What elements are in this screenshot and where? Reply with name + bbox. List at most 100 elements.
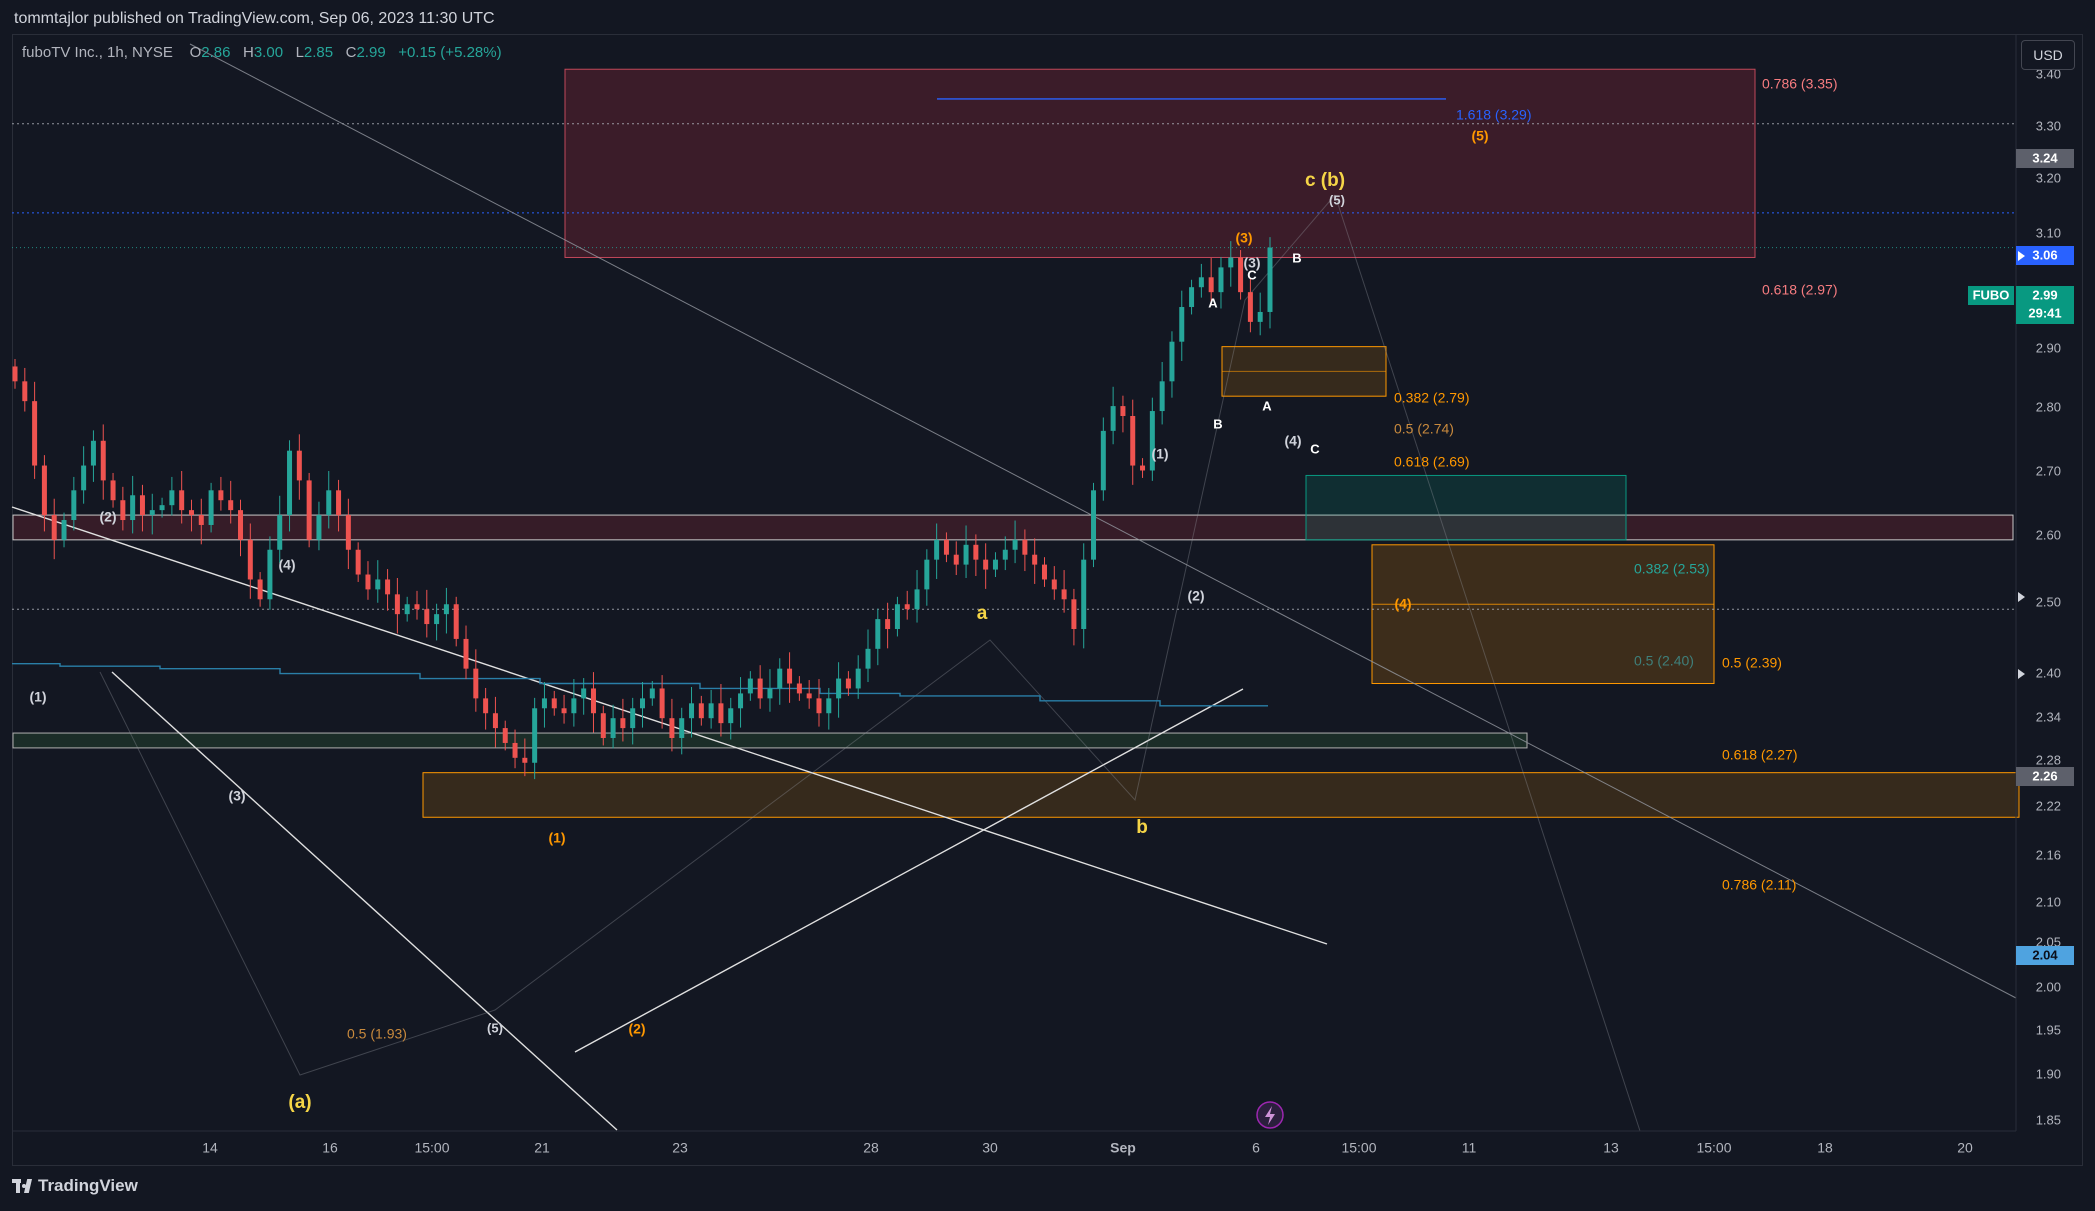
price-badge	[2016, 149, 2074, 168]
candle-body	[836, 678, 842, 699]
candle-body	[12, 366, 18, 382]
chart-header: tommtajlor published on TradingView.com,…	[0, 0, 2095, 34]
candle-body	[738, 693, 744, 709]
fib-label: 0.786 (2.11)	[1722, 877, 1796, 893]
chart-frame[interactable]	[12, 34, 2083, 1166]
candle-body	[198, 515, 204, 525]
fib-label: 0.382 (2.79)	[1394, 390, 1470, 406]
y-axis-tick: 2.00	[2036, 979, 2061, 994]
candle-body	[208, 490, 214, 525]
candle-body	[787, 668, 793, 684]
candle-body	[875, 619, 881, 649]
trendline-long	[189, 43, 2017, 999]
candle-body	[1198, 277, 1204, 288]
candle-body	[473, 668, 479, 699]
candle-body	[1110, 406, 1116, 431]
candle-body	[238, 510, 244, 540]
low-value: 2.85	[303, 44, 334, 61]
candle-body	[1247, 292, 1253, 322]
candle-body	[1257, 311, 1263, 322]
wave-label: (3)	[228, 788, 245, 804]
x-axis-tick: 15:00	[1341, 1140, 1376, 1156]
wave-label: (4)	[1284, 433, 1301, 449]
candle-body	[983, 559, 989, 570]
y-axis-tick: 3.20	[2036, 170, 2061, 185]
y-axis-tick: 3.40	[2036, 66, 2061, 81]
candle-body	[1002, 549, 1008, 560]
candle-body	[394, 594, 400, 615]
candle-body	[561, 708, 567, 714]
projection-path	[1334, 194, 1641, 1132]
candle-body	[287, 450, 293, 516]
candle-body	[571, 698, 577, 714]
candle-body	[375, 579, 381, 590]
candle-body	[1041, 564, 1047, 580]
candle-body	[1100, 430, 1106, 491]
candle-body	[1169, 341, 1175, 382]
candle-body	[385, 579, 391, 595]
candle-body	[885, 619, 891, 630]
candle-body	[345, 515, 351, 550]
price-badge	[2016, 946, 2074, 965]
candle-body	[149, 510, 155, 516]
y-axis-tick: 2.16	[2036, 847, 2061, 862]
candle-body	[1267, 247, 1273, 312]
fib-label: 0.5 (2.40)	[1634, 653, 1694, 669]
open-value: 2.86	[201, 44, 231, 61]
candle-body	[1120, 406, 1126, 416]
candle-body	[139, 495, 145, 516]
candle-body	[1071, 599, 1077, 630]
close-label: C	[345, 44, 357, 61]
wave-label: (3)	[1235, 230, 1252, 246]
candle-body	[1159, 381, 1165, 412]
price-badge-value: 2.99	[2032, 287, 2057, 302]
candle-body	[41, 465, 47, 516]
candle-body	[1149, 411, 1155, 471]
wave-label: (1)	[548, 830, 565, 846]
candle-body	[610, 718, 616, 738]
y-axis-tick: 2.80	[2036, 399, 2061, 414]
candle-body	[179, 490, 185, 511]
currency-button[interactable]: USD	[2021, 40, 2075, 70]
open-label: O	[189, 44, 202, 61]
candle-body	[522, 757, 528, 763]
wave-label: C	[1310, 441, 1320, 456]
price-badge-value: 3.06	[2032, 247, 2057, 262]
y-axis-tick: 1.95	[2036, 1022, 2061, 1037]
candle-body	[992, 559, 998, 570]
tradingview-brand[interactable]: TradingView	[12, 1176, 138, 1196]
candle-body	[914, 589, 920, 610]
candle-body	[228, 500, 234, 511]
y-axis-tick: 2.40	[2036, 665, 2061, 680]
fib-label: 0.618 (2.69)	[1394, 454, 1470, 470]
x-axis-tick: 6	[1252, 1140, 1260, 1156]
candle-body	[443, 604, 449, 615]
candle-body	[767, 688, 773, 699]
candle-body	[659, 688, 665, 719]
axis-arrow-icon	[2018, 251, 2025, 261]
price-badge	[2016, 286, 2074, 324]
candle-body	[61, 520, 67, 540]
symbol-name[interactable]: fuboTV Inc., 1h, NYSE	[22, 44, 173, 61]
candle-body	[551, 698, 557, 709]
y-axis-tick: 2.60	[2036, 527, 2061, 542]
candle-body	[100, 440, 106, 481]
wave-label: (2)	[628, 1021, 645, 1037]
fib-label: 0.618 (2.97)	[1762, 282, 1838, 298]
candle-body	[1081, 559, 1087, 630]
wave-label: (1)	[1151, 446, 1168, 462]
fib-zone-upper	[564, 68, 1756, 258]
fib-label: 0.786 (3.35)	[1762, 76, 1838, 92]
candle-body	[336, 490, 342, 516]
candle-body	[816, 698, 822, 714]
candle-body	[934, 539, 940, 560]
candle-body	[1208, 277, 1214, 293]
candle-body	[51, 515, 57, 540]
candle-body	[963, 544, 969, 565]
y-axis-tick: 2.10	[2036, 894, 2061, 909]
candle-body	[689, 703, 695, 719]
candle-body	[1032, 554, 1038, 565]
x-axis-tick: 15:00	[414, 1140, 449, 1156]
x-axis-tick: 14	[202, 1140, 218, 1156]
